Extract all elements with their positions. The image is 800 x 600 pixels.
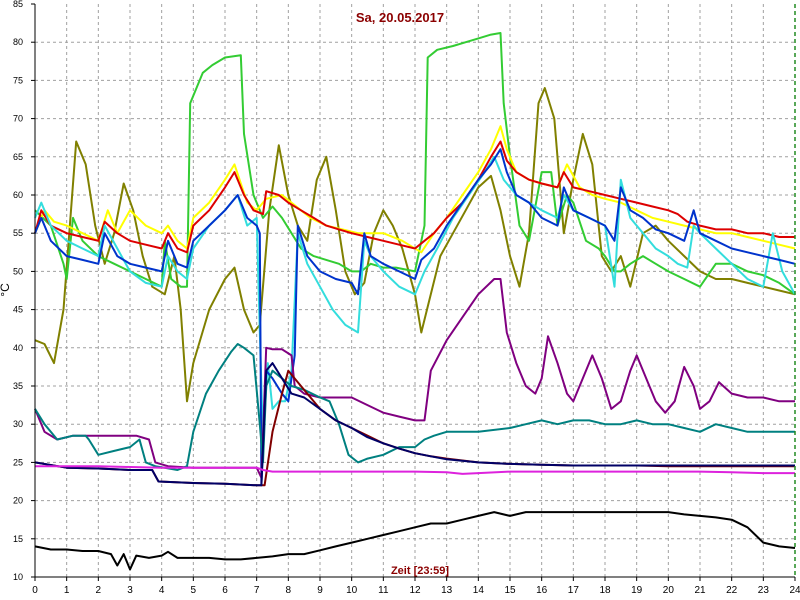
x-tick-label: 18: [599, 585, 611, 596]
series-line-5: [34, 155, 796, 441]
y-tick-label: 15: [13, 534, 23, 544]
x-tick-label: 11: [378, 585, 389, 596]
grid-lines: [35, 4, 795, 577]
y-tick-label: 85: [13, 0, 23, 9]
series-line-8: [34, 343, 795, 471]
x-tick-label: 12: [409, 585, 421, 596]
y-tick-label: 80: [13, 37, 23, 47]
x-tick-label: 10: [346, 585, 358, 596]
x-tick-label: 0: [32, 585, 38, 596]
x-tick-label: 8: [286, 585, 292, 596]
x-tick-label: 3: [127, 585, 133, 596]
y-axis-label: °C: [0, 283, 12, 297]
x-tick-label: 23: [758, 585, 770, 596]
x-tick-label: 7: [254, 585, 260, 596]
y-tick-label: 35: [13, 381, 23, 391]
x-tick-label: 14: [473, 585, 485, 596]
x-tick-label: 4: [159, 585, 165, 596]
y-tick-label: 25: [13, 457, 23, 467]
x-tick-label: 22: [726, 585, 738, 596]
series-lines: [34, 32, 796, 571]
x-tick-label: 24: [789, 585, 800, 596]
x-tick-label: 15: [504, 585, 516, 596]
y-tick-label: 50: [13, 266, 23, 276]
y-tick-label: 40: [13, 343, 23, 353]
x-tick-label: 9: [317, 585, 323, 596]
y-tick-label: 55: [13, 228, 23, 238]
series-line-12: [34, 511, 796, 571]
series-line-11: [35, 465, 795, 475]
series-line-3: [34, 125, 796, 254]
series-line-1: [34, 87, 796, 403]
x-axis-label: Zeit [23:59]: [391, 565, 449, 577]
y-tick-label: 60: [13, 190, 23, 200]
series-line-4: [34, 140, 795, 254]
y-tick-label: 10: [13, 572, 23, 582]
y-tick-label: 65: [13, 152, 23, 162]
series-line-2: [34, 32, 796, 296]
x-tick-label: 16: [536, 585, 548, 596]
x-tick-label: 17: [568, 585, 580, 596]
series-line-10: [34, 362, 795, 487]
tick-labels: 0 1 2 3 4 5 6 7 8 9 10 11 12 13 14 15 16 17 18 19 20 21 22 23 24…: [13, 0, 800, 596]
x-tick-label: 20: [663, 585, 675, 596]
y-tick-label: 20: [13, 496, 23, 506]
x-tick-label: 6: [222, 585, 228, 596]
series-line-6: [34, 148, 796, 487]
chart-title: Sa, 20.05.2017: [356, 10, 444, 25]
x-tick-label: 13: [441, 585, 453, 596]
y-tick-label: 75: [13, 75, 23, 85]
x-tick-label: 2: [96, 585, 102, 596]
x-tick-label: 5: [191, 585, 197, 596]
x-tick-label: 1: [64, 585, 70, 596]
y-tick-label: 45: [13, 305, 23, 315]
x-tick-label: 21: [694, 585, 706, 596]
y-tick-label: 30: [13, 419, 23, 429]
axes: [31, 3, 796, 581]
x-tick-label: 19: [631, 585, 643, 596]
y-tick-label: 70: [13, 114, 23, 124]
